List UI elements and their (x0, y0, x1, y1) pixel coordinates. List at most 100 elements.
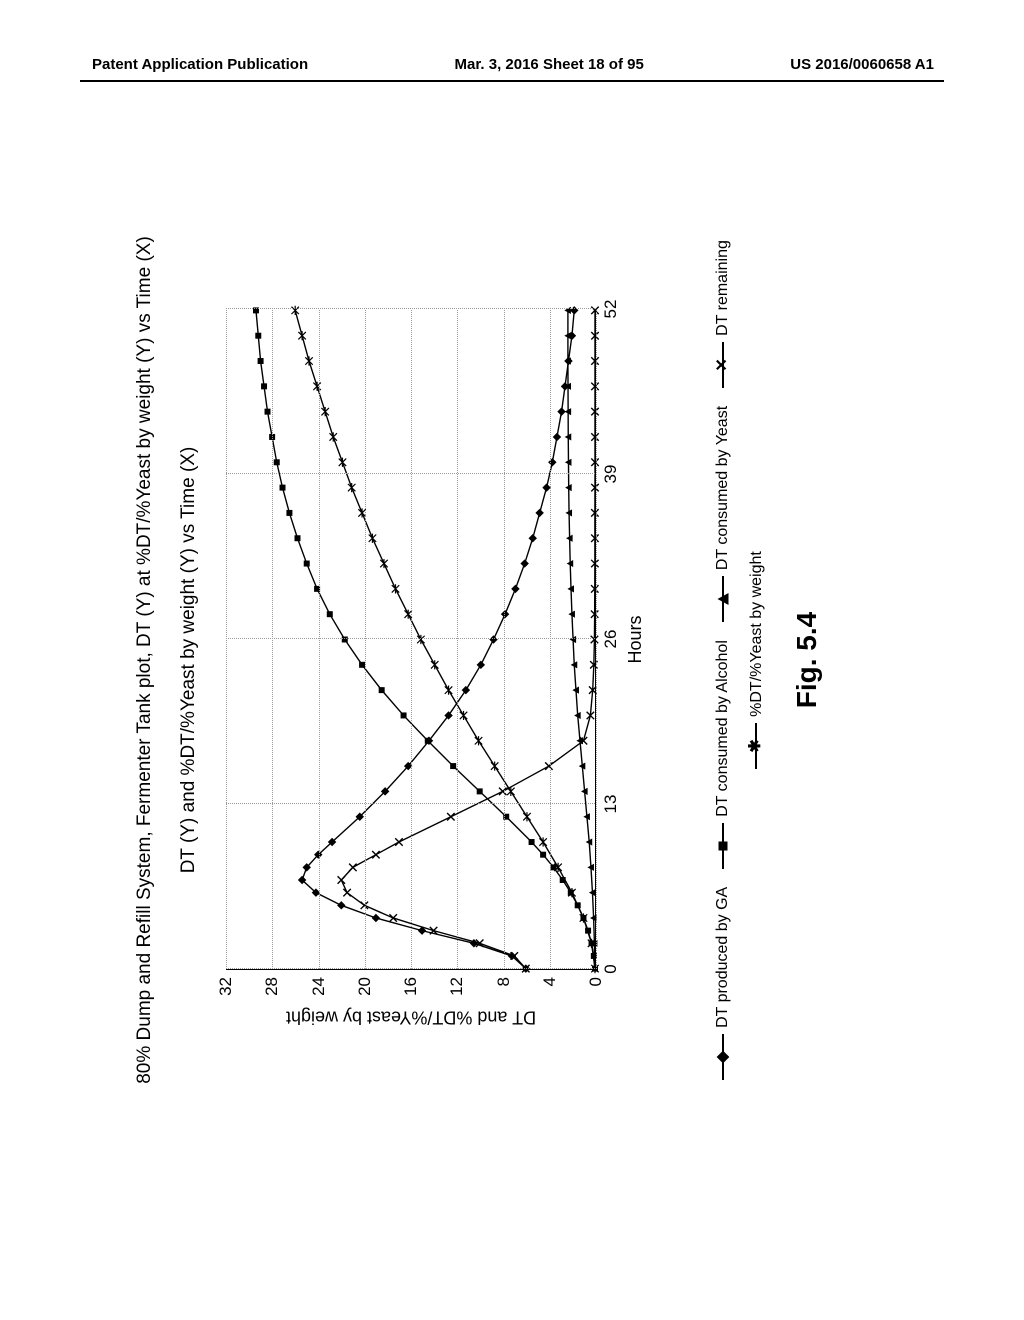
series-marker (295, 535, 301, 541)
xtick-label: 0 (595, 964, 621, 973)
ytick-label: 16 (401, 969, 421, 1009)
series-marker (557, 407, 565, 415)
series-marker (313, 382, 320, 391)
header-center: Mar. 3, 2016 Sheet 18 of 95 (455, 56, 644, 73)
series-marker (258, 358, 264, 364)
legend-swatch: ✕ (722, 342, 724, 388)
series-marker (305, 356, 312, 365)
legend-swatch (722, 1034, 724, 1080)
ytick-label: 4 (540, 969, 560, 1009)
series-marker (417, 635, 424, 644)
series-marker (425, 738, 431, 744)
series-marker (511, 585, 519, 593)
series-marker (507, 787, 514, 796)
page-header: Patent Application Publication Mar. 3, 2… (0, 56, 1024, 73)
series-marker (343, 889, 350, 896)
header-left: Patent Application Publication (92, 56, 308, 73)
header-right: US 2016/0060658 A1 (790, 56, 934, 73)
gridline-h (272, 310, 273, 969)
series-marker (462, 686, 470, 694)
legend-swatch (722, 576, 724, 622)
gridline-v (226, 473, 595, 474)
plot-area: DT and %DT/%Yeast by weight Hours 048121… (226, 310, 596, 970)
series-marker (265, 409, 271, 415)
figure-container: 80% Dump and Refill System, Fermenter Ta… (122, 110, 902, 1210)
ytick-label: 28 (262, 969, 282, 1009)
gridline-h (504, 310, 505, 969)
xtick-label: 13 (595, 795, 621, 814)
series-marker (349, 864, 356, 871)
series-marker (450, 763, 456, 769)
series-marker (321, 407, 328, 416)
series-marker (298, 331, 305, 340)
plot-frame: DT and %DT/%Yeast by weight Hours 048121… (218, 280, 648, 1040)
figure-label: Fig. 5.4 (791, 110, 823, 1210)
x-icon: ✕ (715, 358, 731, 371)
y-axis-label: DT and %DT/%Yeast by weight (285, 1007, 535, 1028)
series-marker (327, 611, 333, 617)
series-marker (380, 559, 387, 568)
series-line (341, 310, 595, 968)
x-axis-label: Hours (625, 615, 646, 663)
series-marker (501, 610, 509, 618)
series-marker (529, 839, 535, 845)
series-marker (445, 686, 452, 695)
series-marker (539, 837, 546, 846)
gridline-v (226, 308, 595, 309)
series-marker (529, 534, 537, 542)
legend-item: ✕ DT remaining (706, 240, 740, 388)
ytick-label: 8 (494, 969, 514, 1009)
series-marker (392, 584, 399, 593)
legend-label: DT remaining (706, 240, 740, 336)
legend-row: ✱ %DT/%Yeast by weight (740, 180, 774, 1140)
series-marker (431, 660, 438, 669)
gridline-h (365, 310, 366, 969)
ytick-label: 24 (309, 969, 329, 1009)
legend-item: DT produced by GA (706, 887, 740, 1080)
legend: DT produced by GA DT consumed by Alcohol D… (706, 180, 773, 1140)
chart-title: DT (Y) and %DT/%Yeast by weight (Y) vs T… (178, 110, 200, 1210)
series-marker (372, 914, 380, 922)
chart-supertitle: 80% Dump and Refill System, Fermenter Ta… (134, 110, 156, 1210)
legend-swatch: ✱ (755, 723, 757, 769)
gridline-h (319, 310, 320, 969)
legend-label: DT produced by GA (706, 887, 740, 1028)
xtick-label: 26 (595, 630, 621, 649)
series-marker (339, 458, 346, 467)
series-marker (491, 761, 498, 770)
series-marker (286, 510, 292, 516)
series-marker (401, 712, 407, 718)
triangle-icon (717, 593, 728, 605)
gridline-v (226, 968, 595, 969)
legend-row: DT produced by GA DT consumed by Alcohol D… (706, 180, 740, 1140)
series-marker (304, 561, 310, 567)
series-marker (475, 736, 482, 745)
series-marker (389, 914, 396, 921)
series-marker (460, 711, 467, 720)
series-marker (369, 534, 376, 543)
series-marker (379, 687, 385, 693)
series-marker (274, 459, 280, 465)
series-marker (477, 661, 485, 669)
legend-label: DT consumed by Alcohol (706, 640, 740, 817)
diamond-icon (716, 1051, 729, 1064)
ytick-label: 32 (216, 969, 236, 1009)
series-marker (540, 852, 546, 858)
series-marker (337, 901, 345, 909)
series-marker (447, 813, 454, 820)
gridline-v (226, 638, 595, 639)
legend-item: ✱ %DT/%Yeast by weight (740, 551, 774, 769)
series-marker (330, 432, 337, 441)
legend-item: DT consumed by Alcohol (706, 640, 740, 869)
gridline-v (226, 803, 595, 804)
legend-label: %DT/%Yeast by weight (740, 551, 774, 717)
series-marker (395, 838, 402, 845)
square-icon (718, 841, 727, 850)
series-marker (489, 635, 497, 643)
ytick-label: 12 (447, 969, 467, 1009)
ytick-label: 0 (586, 969, 606, 1009)
series-marker (477, 788, 483, 794)
series-marker (261, 383, 267, 389)
legend-swatch (722, 823, 724, 869)
series-marker (553, 433, 561, 441)
